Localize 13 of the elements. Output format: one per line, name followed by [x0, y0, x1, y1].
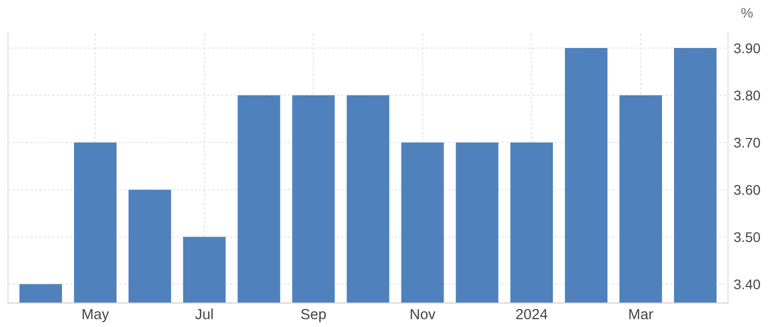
x-tick-label: Jul	[195, 308, 213, 320]
x-tick-label: Mar	[629, 309, 654, 320]
y-tick-label: 3.50	[734, 232, 760, 242]
y-tick-label: 3.40	[734, 279, 760, 290]
y-axis-title: %	[741, 8, 753, 18]
x-tick-label: Nov	[410, 309, 436, 320]
x-tick-label: Sep	[301, 308, 326, 322]
y-tick-label: 3.80	[734, 90, 760, 100]
y-tick-label: 3.90	[734, 43, 760, 54]
x-tick-label: 2024	[516, 308, 548, 320]
y-tick-label: 3.70	[734, 138, 760, 148]
x-tick-label: May	[82, 309, 110, 322]
y-tick-label: 3.60	[734, 185, 760, 195]
